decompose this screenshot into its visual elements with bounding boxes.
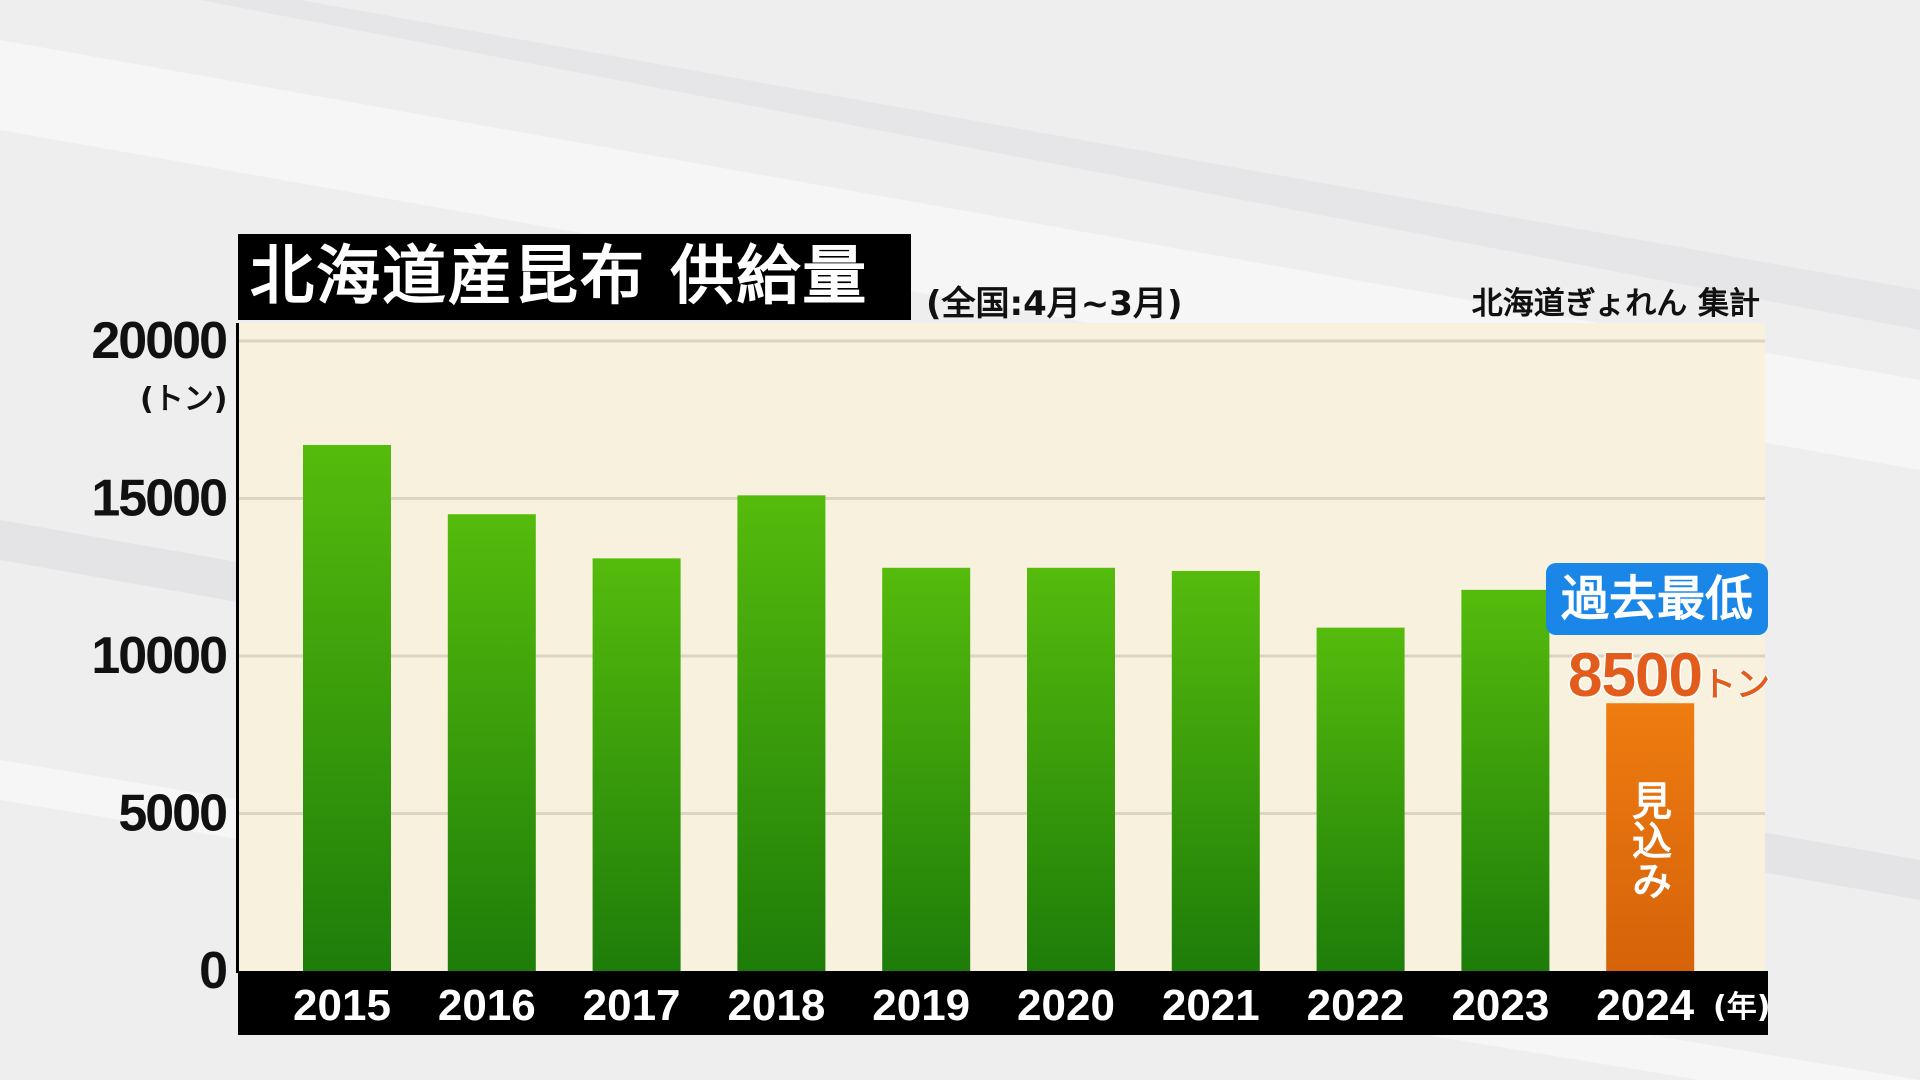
chart-title: 北海道産昆布 供給量 xyxy=(238,234,911,320)
bar-2020 xyxy=(1027,567,1115,971)
y-axis-line xyxy=(236,323,239,973)
y-tick-label: 15000 xyxy=(91,470,226,528)
y-tick-label: 20000 xyxy=(91,312,226,370)
bar-2019 xyxy=(882,567,971,971)
bar-2018 xyxy=(737,495,826,971)
x-tick-label: 2021 xyxy=(1162,981,1260,1030)
x-tick-label: 2023 xyxy=(1451,981,1549,1030)
x-tick-label: 2015 xyxy=(293,981,391,1030)
highlight-value-unit: トン xyxy=(1701,665,1771,705)
estimate-label: 見込み xyxy=(1625,780,1671,900)
chart-subtitle: (全国:4月~3月) xyxy=(926,284,1183,324)
x-tick-label: 2018 xyxy=(727,981,825,1030)
x-tick-labels: 2015 2016 2017 2018 2019 2020 2021 2022 2023 2024 xyxy=(293,981,1695,1030)
x-tick-label: 2016 xyxy=(438,981,536,1030)
bar-2023 xyxy=(1461,589,1550,971)
highlight-value-number: 8500 xyxy=(1567,640,1705,712)
y-tick-label: 0 xyxy=(199,942,226,1000)
bar-highlight-2024 xyxy=(1606,703,1695,971)
x-tick-label: 2022 xyxy=(1307,981,1405,1030)
bar-2022 xyxy=(1316,627,1405,971)
source-credit: 北海道ぎょれん 集計 xyxy=(1471,286,1760,322)
x-axis-unit: (年) xyxy=(1713,990,1771,1025)
highlight-value-label: 8500トン xyxy=(1567,640,1771,712)
bar-2017 xyxy=(592,558,681,971)
x-axis-band xyxy=(238,971,1768,1035)
bar-2016 xyxy=(447,514,536,971)
x-tick-label: 2019 xyxy=(872,981,970,1030)
x-tick-label: 2017 xyxy=(583,981,681,1030)
x-tick-label: 2024 xyxy=(1596,981,1694,1030)
y-axis-unit: (トン) xyxy=(140,382,228,417)
bars xyxy=(303,444,1695,971)
x-tick-label: 2020 xyxy=(1017,981,1115,1030)
y-tick-label: 5000 xyxy=(118,785,226,843)
y-tick-labels: 0 5000 10000 15000 20000 xyxy=(91,312,228,1000)
y-tick-label: 10000 xyxy=(91,627,226,685)
bar-2021 xyxy=(1171,570,1260,971)
bar-2015 xyxy=(303,444,391,971)
record-low-badge: 過去最低 xyxy=(1546,563,1768,635)
